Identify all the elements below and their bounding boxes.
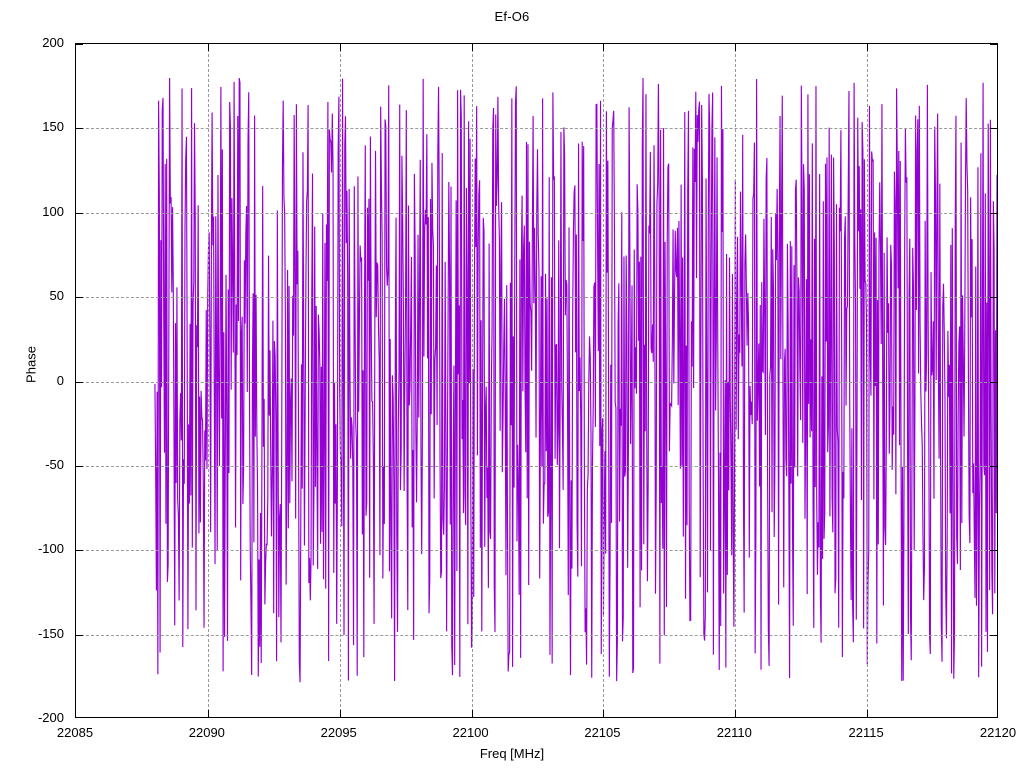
x-axis-tick-label: 22090 <box>188 725 225 740</box>
data-series-line <box>76 44 997 717</box>
y-axis-tick <box>76 297 83 299</box>
gridline-vertical <box>471 44 473 717</box>
x-axis-tick <box>735 44 737 51</box>
x-axis-tick <box>207 44 209 51</box>
x-axis-tick <box>339 710 341 717</box>
gridline-horizontal <box>76 381 997 383</box>
gridline-vertical <box>735 44 737 717</box>
gridline-horizontal <box>76 634 997 636</box>
x-axis-tick <box>867 44 869 51</box>
plot-area <box>75 43 998 718</box>
y-axis-tick <box>990 550 997 552</box>
y-axis-tick-label: 0 <box>56 372 64 388</box>
y-axis-tick <box>990 381 997 383</box>
x-axis-tick-label: 22120 <box>979 725 1017 740</box>
x-axis-tick-label: 22105 <box>584 725 621 740</box>
gridline-horizontal <box>76 297 997 299</box>
phase-data-line <box>155 78 997 682</box>
gridline-horizontal <box>76 128 997 130</box>
gridline-vertical <box>603 44 605 717</box>
x-axis-tick <box>867 710 869 717</box>
x-axis-tick-label: 22115 <box>848 725 884 740</box>
x-axis-title: Freq [MHz] <box>479 746 545 761</box>
x-axis-tick <box>603 44 605 51</box>
y-axis-tick <box>990 212 997 214</box>
y-axis-tick-label: -50 <box>45 456 64 472</box>
chart-title: Ef-O6 <box>494 9 530 24</box>
y-axis-tick <box>76 465 83 467</box>
gridline-horizontal <box>76 550 997 552</box>
y-axis-tick-label: -200 <box>37 710 64 725</box>
y-axis-tick-label: -150 <box>37 625 64 641</box>
y-axis-tick <box>76 634 83 636</box>
y-axis-tick <box>76 44 83 45</box>
x-axis-tick-label: 22100 <box>452 725 489 740</box>
gridline-vertical <box>867 44 869 717</box>
x-axis-tick-label: 22095 <box>320 725 357 740</box>
x-axis-tick <box>735 710 737 717</box>
x-axis-tick-label: 22110 <box>716 725 752 740</box>
x-axis-tick <box>471 710 473 717</box>
x-axis-tick <box>207 710 209 717</box>
y-axis-title: Phase <box>23 346 39 383</box>
y-axis-tick <box>990 465 997 467</box>
y-axis-tick <box>76 550 83 552</box>
gridline-horizontal <box>76 212 997 214</box>
x-axis-tick-label: 22085 <box>56 725 94 740</box>
y-axis-tick <box>990 634 997 636</box>
x-axis-tick <box>471 44 473 51</box>
y-axis-tick <box>76 381 83 383</box>
gridline-horizontal <box>76 465 997 467</box>
y-axis-tick-label: 100 <box>42 203 64 219</box>
y-axis-tick-label: 200 <box>42 35 64 50</box>
gridline-vertical <box>339 44 341 717</box>
y-axis-tick <box>76 128 83 130</box>
y-axis-tick-label: 50 <box>49 288 64 304</box>
y-axis-tick-label: -100 <box>37 541 64 557</box>
x-axis-tick <box>339 44 341 51</box>
y-axis-tick <box>990 297 997 299</box>
y-axis-tick-label: 150 <box>42 119 64 135</box>
gridline-vertical <box>207 44 209 717</box>
x-axis-tick <box>603 710 605 717</box>
y-axis-tick <box>76 212 83 214</box>
y-axis-tick <box>990 44 997 45</box>
y-axis-tick <box>990 128 997 130</box>
